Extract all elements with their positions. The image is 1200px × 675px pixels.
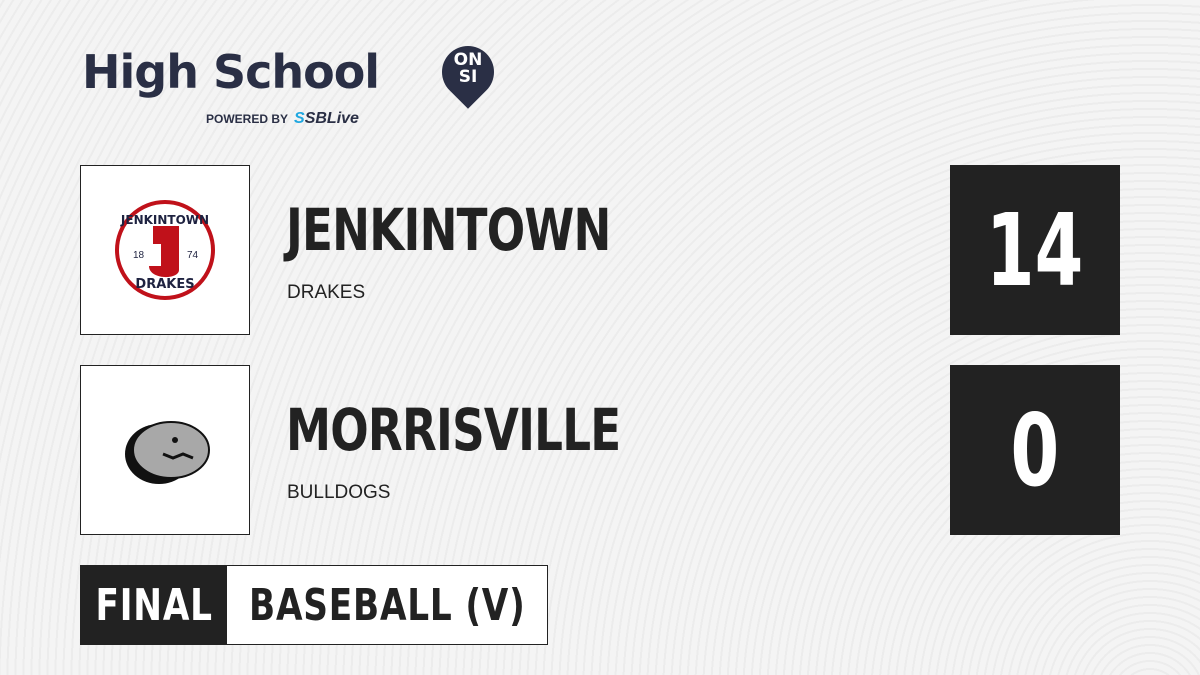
home-team-name: JENKINTOWN: [286, 196, 611, 264]
home-team-mascot: DRAKES: [287, 282, 366, 303]
on-si-badge: ON SI: [453, 50, 483, 87]
svg-text:18: 18: [133, 250, 145, 261]
home-team-score: 14: [950, 165, 1120, 335]
svg-text:DRAKES: DRAKES: [135, 277, 194, 292]
brand-title: High School: [82, 45, 380, 99]
team-logo-jenkintown: JENKINTOWN DRAKES 18 74: [80, 165, 250, 335]
game-status-bar: FINAL BASEBALL (V): [80, 565, 548, 645]
away-team-score: 0: [950, 365, 1120, 535]
away-team-mascot: BULLDOGS: [287, 482, 391, 503]
away-team-name: MORRISVILLE: [286, 396, 621, 464]
svg-text:JENKINTOWN: JENKINTOWN: [120, 213, 209, 227]
final-badge: FINAL: [81, 566, 227, 644]
sport-label: BASEBALL (V): [227, 566, 547, 644]
sbl-live-logo: SSBLive: [294, 110, 359, 127]
svg-text:74: 74: [187, 250, 199, 261]
powered-by: POWERED BY SSBLive: [206, 110, 359, 127]
team-logo-morrisville: [80, 365, 250, 535]
high-school-on-si-logo: High School ON SI POWERED BY SSBLive: [82, 35, 505, 127]
